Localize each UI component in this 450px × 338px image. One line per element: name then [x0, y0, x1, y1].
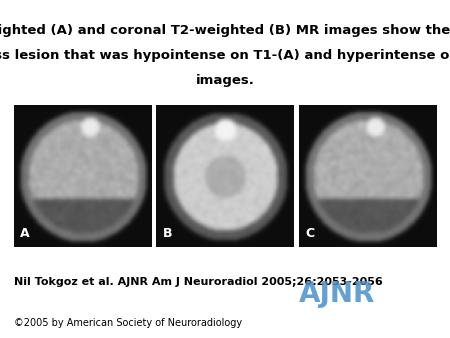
Text: images.: images. [196, 74, 254, 87]
Text: AJNR: AJNR [299, 280, 376, 308]
Text: intracalvarial mass lesion that was hypointense on T1-(A) and hyperintense on T2: intracalvarial mass lesion that was hypo… [0, 49, 450, 62]
Text: C: C [306, 227, 315, 240]
Text: ©2005 by American Society of Neuroradiology: ©2005 by American Society of Neuroradiol… [14, 318, 242, 328]
Text: AMERICAN JOURNAL OF NEURORADIOLOGY: AMERICAN JOURNAL OF NEURORADIOLOGY [270, 313, 405, 317]
Text: A: A [20, 227, 30, 240]
Text: Sagittal T1-weighted (A) and coronal T2-weighted (B) MR images show the frontopa: Sagittal T1-weighted (A) and coronal T2-… [0, 24, 450, 37]
Text: Nil Tokgoz et al. AJNR Am J Neuroradiol 2005;26:2053-2056: Nil Tokgoz et al. AJNR Am J Neuroradiol … [14, 277, 382, 287]
Text: B: B [163, 227, 172, 240]
